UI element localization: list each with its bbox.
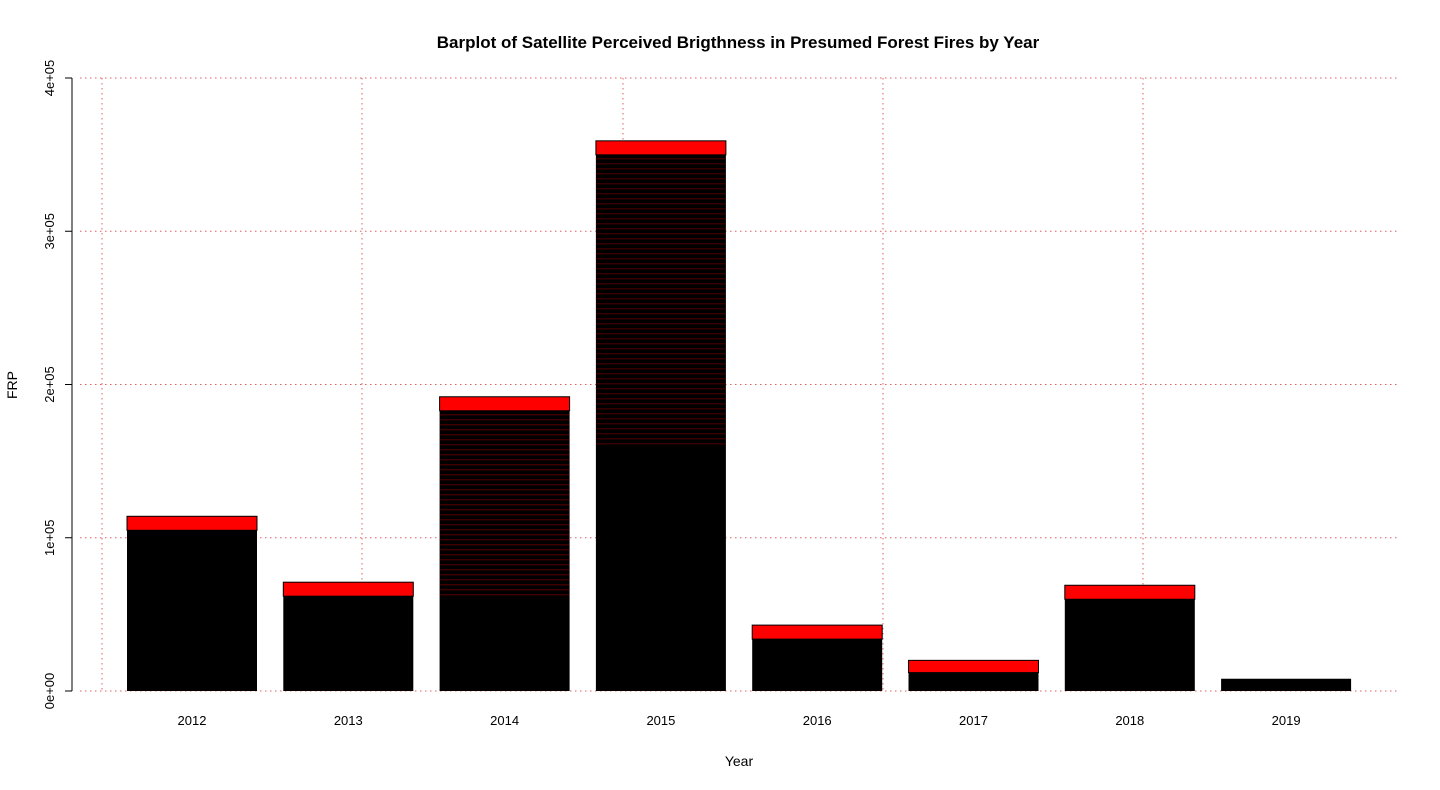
bar-top-highlight: [1064, 584, 1196, 600]
bar-2018: [1064, 584, 1196, 691]
bar-top-highlight: [595, 140, 727, 156]
y-axis-label: FRP: [4, 371, 20, 399]
x-tick-label: 2014: [490, 713, 519, 728]
bar-fill: [439, 396, 570, 691]
y-tick-label: 0e+00: [42, 673, 57, 710]
x-tick-label: 2016: [803, 713, 832, 728]
x-tick-label: 2015: [646, 713, 675, 728]
bar-fill: [595, 140, 726, 691]
bar-2019: [1221, 678, 1352, 691]
bar-2012: [126, 515, 258, 691]
bar-top-highlight: [751, 624, 883, 640]
y-tick-label: 2e+05: [42, 366, 57, 403]
y-tick-label: 1e+05: [42, 519, 57, 556]
bar-2013: [282, 581, 414, 691]
bar-fill: [1221, 678, 1352, 691]
y-tick-label: 4e+05: [42, 60, 57, 97]
x-axis-label: Year: [725, 753, 754, 769]
bar-top-highlight: [126, 515, 258, 531]
bar-fill: [283, 582, 414, 691]
x-tick-labels: 2012 2013 2014 2015 2016 2017 2018 2019: [178, 713, 1301, 728]
bar-2016: [751, 624, 883, 691]
x-tick-label: 2018: [1115, 713, 1144, 728]
bar-2014: [439, 396, 571, 691]
x-tick-label: 2019: [1272, 713, 1301, 728]
bar-2017: [908, 659, 1039, 691]
bars: [126, 140, 1352, 691]
chart-title: Barplot of Satellite Perceived Brigthnes…: [437, 33, 1040, 52]
bar-top-highlight: [908, 659, 1039, 674]
bar-fill: [1064, 585, 1195, 691]
bar-top-highlight: [282, 581, 414, 597]
x-tick-label: 2013: [334, 713, 363, 728]
x-tick-label: 2012: [178, 713, 207, 728]
y-tick-label: 3e+05: [42, 213, 57, 250]
bar-top-highlight: [439, 396, 571, 412]
x-tick-label: 2017: [959, 713, 988, 728]
bar-2015: [595, 140, 727, 691]
bar-fill: [127, 516, 257, 691]
grid-lines: [80, 77, 1398, 692]
y-axis: 0e+00 1e+05 2e+05 3e+05 4e+05: [42, 60, 73, 710]
